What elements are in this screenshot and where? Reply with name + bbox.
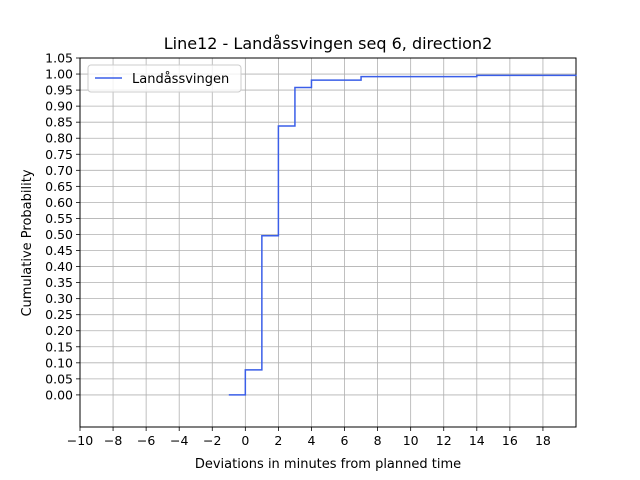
x-tick-label: −4 xyxy=(170,433,188,448)
x-tick-label: 18 xyxy=(535,433,551,448)
y-tick-label: 0.10 xyxy=(45,355,73,370)
y-tick-label: 0.85 xyxy=(45,115,73,130)
x-axis-ticks: −10 −8 −6 −4 −2 0 2 4 6 8 10 12 14 16 18 xyxy=(67,427,551,448)
x-tick-label: 6 xyxy=(341,433,349,448)
y-tick-label: 0.40 xyxy=(45,259,73,274)
y-tick-label: 0.35 xyxy=(45,275,73,290)
legend-label-landassvingen: Landåssvingen xyxy=(132,72,229,87)
x-tick-label: 12 xyxy=(436,433,452,448)
y-axis-label: Cumulative Probability xyxy=(20,169,35,316)
x-tick-label: −6 xyxy=(137,433,155,448)
y-tick-label: 0.80 xyxy=(45,131,73,146)
y-tick-label: 0.70 xyxy=(45,163,73,178)
x-axis-label: Deviations in minutes from planned time xyxy=(195,457,461,472)
x-tick-label: 4 xyxy=(307,433,315,448)
x-tick-label: 8 xyxy=(374,433,382,448)
x-tick-label: −10 xyxy=(67,433,93,448)
plot-frame xyxy=(79,57,577,428)
legend: Landåssvingen xyxy=(87,64,242,93)
y-tick-label: 0.55 xyxy=(45,211,73,226)
y-tick-label: 0.60 xyxy=(45,195,73,210)
x-tick-label: 2 xyxy=(274,433,282,448)
y-tick-label: 0.65 xyxy=(45,179,73,194)
x-tick-label: 14 xyxy=(469,433,485,448)
y-tick-label: 0.20 xyxy=(45,323,73,338)
y-tick-label: 0.50 xyxy=(45,227,73,242)
y-tick-label: 0.45 xyxy=(45,243,73,258)
x-tick-label: −2 xyxy=(203,433,221,448)
grid xyxy=(79,57,576,427)
y-tick-label: 0.30 xyxy=(45,291,73,306)
y-tick-label: 1.05 xyxy=(45,51,73,66)
y-tick-label: 0.00 xyxy=(45,387,73,402)
y-tick-label: 0.95 xyxy=(45,83,73,98)
x-tick-label: 16 xyxy=(502,433,518,448)
y-tick-label: 0.05 xyxy=(45,371,73,386)
legend-box xyxy=(87,64,242,93)
y-tick-label: 0.90 xyxy=(45,99,73,114)
chart-title: Line12 - Landåssvingen seq 6, direction2 xyxy=(164,34,493,53)
y-tick-label: 1.00 xyxy=(45,67,73,82)
y-tick-label: 0.15 xyxy=(45,339,73,354)
series-line-landassvingen xyxy=(228,74,577,396)
y-tick-label: 0.25 xyxy=(45,307,73,322)
y-tick-label: 0.75 xyxy=(45,147,73,162)
x-tick-label: −8 xyxy=(104,433,122,448)
x-tick-label: 10 xyxy=(403,433,419,448)
y-axis-ticks: 0.000.050.100.150.200.250.300.350.400.45… xyxy=(45,51,80,402)
x-tick-label: 0 xyxy=(241,433,249,448)
series-layer xyxy=(228,74,577,396)
